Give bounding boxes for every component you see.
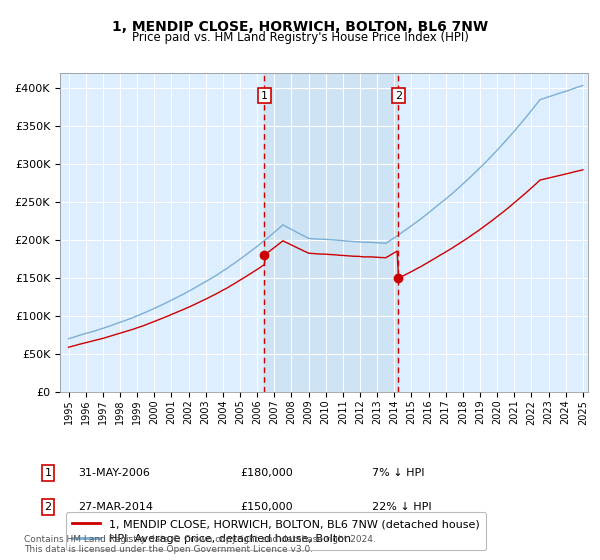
Bar (265, 73, 398, 392)
Text: 27-MAR-2014: 27-MAR-2014 (78, 502, 153, 512)
Text: 2: 2 (44, 502, 52, 512)
Text: 31-MAY-2006: 31-MAY-2006 (78, 468, 150, 478)
Text: £150,000: £150,000 (240, 502, 293, 512)
Text: 2: 2 (395, 91, 402, 101)
Text: £180,000: £180,000 (240, 468, 293, 478)
Text: 1: 1 (44, 468, 52, 478)
Text: 1: 1 (261, 91, 268, 101)
Legend: 1, MENDIP CLOSE, HORWICH, BOLTON, BL6 7NW (detached house), HPI: Average price, : 1, MENDIP CLOSE, HORWICH, BOLTON, BL6 7N… (65, 512, 487, 550)
Text: 22% ↓ HPI: 22% ↓ HPI (372, 502, 431, 512)
Text: Price paid vs. HM Land Registry's House Price Index (HPI): Price paid vs. HM Land Registry's House … (131, 31, 469, 44)
Text: 7% ↓ HPI: 7% ↓ HPI (372, 468, 425, 478)
Text: 1, MENDIP CLOSE, HORWICH, BOLTON, BL6 7NW: 1, MENDIP CLOSE, HORWICH, BOLTON, BL6 7N… (112, 20, 488, 34)
Text: Contains HM Land Registry data © Crown copyright and database right 2024.
This d: Contains HM Land Registry data © Crown c… (24, 535, 376, 554)
